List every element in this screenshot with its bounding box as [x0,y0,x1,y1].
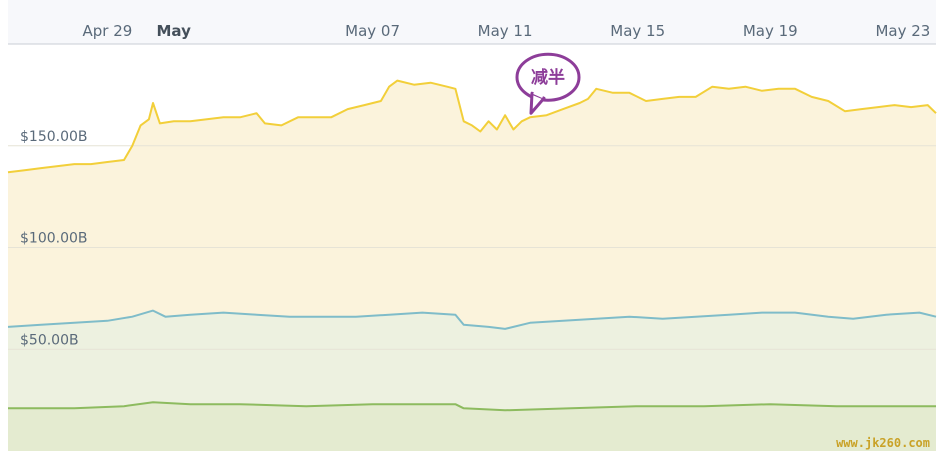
series-2-line [8,401,936,412]
annotation-bubble-0: 减半 [515,52,581,115]
x-tick-label-4: May 15 [610,22,665,40]
x-axis-band [8,0,936,44]
x-tick-label-0: Apr 29 [82,22,132,40]
y-tick-label-1: $100.00B [20,231,88,247]
y-tick-label-0: $50.00B [20,332,79,348]
series-fills [8,80,936,451]
x-tick-labels: Apr 29 May May 07 May 11 May 15 May 19 May 23 [82,22,930,40]
series-0-line [7,79,937,174]
y-tick-labels: $50.00B $100.00B $150.00B [20,129,88,348]
x-tick-label-3: May 11 [478,22,533,40]
annotation-text: 减半 [531,67,565,88]
series-lines [7,79,937,412]
x-tick-label-5: May 19 [743,22,798,40]
annotations: 减半 [515,52,581,115]
series-2-area [8,402,936,451]
y-tick-label-2: $150.00B [20,129,88,145]
series-1-line [7,309,937,330]
annotation-bubble-shape [515,52,581,102]
annotation-pointer-join [533,90,544,99]
x-tick-label-6: May 23 [875,22,930,40]
grid-lines [8,145,936,350]
watermark: www.jk260.com [836,436,930,450]
x-tick-label-1: May [157,22,192,40]
x-tick-label-2: May 07 [345,22,400,40]
